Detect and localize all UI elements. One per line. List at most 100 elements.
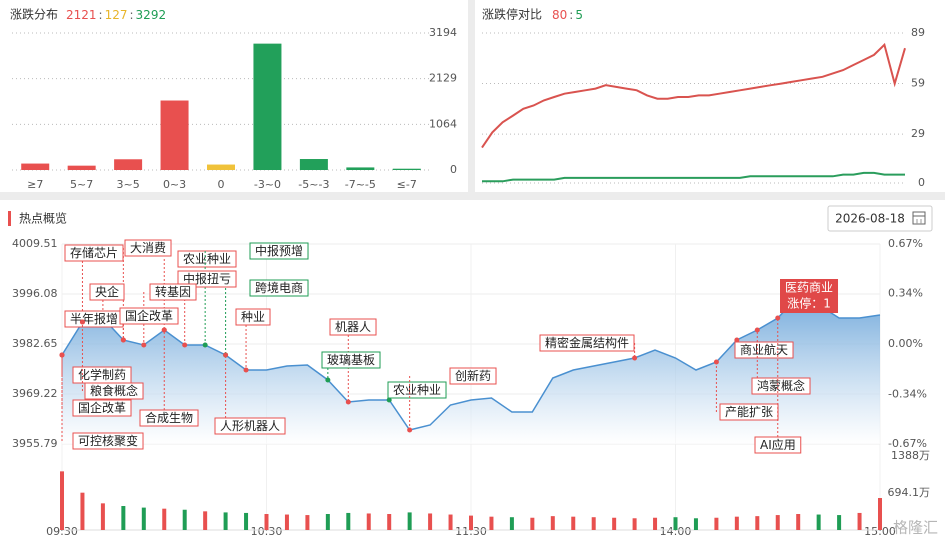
volume-bar [284, 514, 289, 530]
volume-bar [244, 512, 249, 530]
tag-label: AI应用 [760, 437, 796, 452]
annotation-dot [120, 337, 126, 343]
summary-value: 2121 [66, 8, 97, 22]
annotation-dot [775, 315, 781, 321]
tag-label: 医药商业 [785, 280, 833, 295]
tag-label: 合成生物 [145, 410, 193, 425]
y-tick-label: 3982.65 [12, 337, 58, 350]
x-tick-label: 09:30 [46, 525, 78, 538]
bar [392, 168, 421, 170]
panel [0, 0, 468, 192]
calendar-icon[interactable] [912, 211, 926, 225]
tag-label: 转基因 [155, 284, 191, 299]
tag-box [72, 399, 132, 417]
tag-box [249, 242, 309, 260]
summary-value: 3292 [136, 8, 167, 22]
summary-value: 127 [105, 8, 128, 22]
volume-bar [428, 513, 433, 530]
x-tick-label: 0~3 [163, 178, 186, 191]
chart-title: 热点概览 [19, 211, 67, 226]
date-picker[interactable] [827, 205, 933, 232]
annotation-tag: 中报预增 [249, 242, 309, 260]
annotation-tag: 创新药 [449, 367, 497, 385]
annotation-dot [79, 319, 85, 325]
volume-bar [734, 516, 739, 530]
volume-bar [693, 518, 698, 530]
annotation-dot [386, 397, 392, 403]
tag-box [214, 417, 286, 435]
annotation-tag: 大消费 [124, 239, 172, 257]
volume-tick-label: 694.1万 [888, 486, 931, 499]
x-tick-label: 11:30 [455, 525, 487, 538]
x-tick-label: 3~5 [117, 178, 140, 191]
annotation-tag: 央企 [89, 283, 125, 301]
line-series [481, 42, 906, 149]
bar [299, 159, 328, 170]
x-tick-label: 5~7 [70, 178, 93, 191]
tag-label: 商业航天 [740, 342, 788, 357]
tag-label: 可控核聚变 [78, 433, 138, 448]
annotation-tag: 国企改革 [119, 307, 179, 325]
y2-tick-label: 0.34% [888, 286, 923, 299]
summary-value: 5 [575, 8, 583, 22]
y-tick-label: 3996.08 [12, 287, 58, 300]
annotation-tag: 化学制药 [72, 366, 132, 384]
price-line [61, 295, 881, 431]
tag-box [235, 308, 271, 326]
annotation-tag: 可控核聚变 [72, 432, 144, 450]
bar [160, 100, 189, 170]
x-tick-label: ≥7 [27, 178, 43, 191]
x-tick-label: -7~-5 [345, 178, 376, 191]
volume-bar [796, 514, 801, 530]
volume-bar [632, 518, 637, 530]
header-marker [8, 211, 11, 226]
annotation-tag: 半年报增 [64, 310, 124, 328]
volume-bar [673, 517, 678, 530]
tag-box [249, 279, 309, 297]
tag-label: 农业种业 [393, 383, 441, 397]
annotation-dot [632, 355, 638, 361]
volume-bar [407, 512, 412, 530]
y-tick-label: 2129 [429, 72, 457, 85]
summary-separator: : [569, 8, 573, 22]
y-tick-label: 3955.79 [12, 437, 58, 450]
tag-box [387, 381, 447, 399]
y2-tick-label: -0.34% [888, 388, 927, 401]
y-tick-label: 3194 [429, 26, 457, 39]
chart-title: 涨跌分布 [10, 7, 58, 22]
annotation-dot [202, 342, 208, 348]
summary: 2121:127:3292 [66, 8, 166, 22]
y-tick-label: 59 [911, 77, 925, 90]
tag-box [177, 270, 237, 288]
annotation-tag: 转基因 [149, 283, 197, 301]
y-tick-label: 0 [918, 176, 925, 189]
tag-label: 大消费 [130, 241, 166, 255]
tag-label: 精密金属结构件 [545, 335, 629, 350]
annotation-dot [795, 293, 802, 300]
volume-bar [80, 492, 85, 530]
volume-bar [60, 471, 64, 530]
annotation-tag: AI应用 [754, 436, 802, 454]
annotation-dot [325, 377, 331, 383]
volume-bar [550, 516, 555, 530]
annotation-tag: 精密金属结构件 [539, 334, 635, 352]
tag-label: 粮食概念 [90, 383, 138, 398]
volume-bar [366, 513, 371, 530]
tag-box [84, 382, 144, 400]
annotation-tag: 玻璃基板 [321, 351, 381, 369]
bar [253, 43, 282, 170]
tag-box [734, 341, 794, 359]
y-tick-label: 89 [911, 26, 925, 39]
tag-label: 种业 [241, 310, 265, 324]
bar [207, 164, 235, 170]
annotation-dot [713, 359, 719, 365]
annotation-tag: 国企改革 [72, 399, 132, 417]
volume-bar [203, 511, 208, 530]
volume-bar [857, 512, 862, 530]
tag-box [119, 307, 179, 325]
volume-bar [530, 517, 535, 530]
volume-bar [448, 514, 453, 530]
tag-label: 国企改革 [125, 308, 173, 323]
tag-label: 国企改革 [78, 400, 126, 415]
